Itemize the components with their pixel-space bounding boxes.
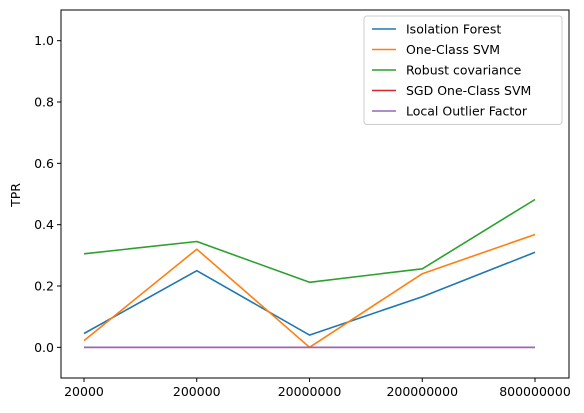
legend-entry-label: Local Outlier Factor [406, 104, 528, 119]
y-tick-label: 0.4 [34, 217, 54, 232]
y-tick-label: 0.0 [34, 340, 54, 355]
plot-frame [60, 9, 570, 379]
series-line-robust-covariance [83, 198, 536, 284]
legend-entry-label: Robust covariance [406, 63, 522, 78]
y-tick-label: 0.8 [34, 95, 54, 110]
y-axis-label: TPR [8, 183, 23, 208]
y-tick-label: 0.6 [34, 156, 54, 171]
x-tick-label: 200000000 [386, 384, 458, 399]
legend [363, 15, 563, 125]
series-line-one-class-svm [83, 233, 536, 349]
series-line-isolation-forest [83, 251, 536, 336]
x-tick-label: 20000000 [278, 384, 342, 399]
legend-entry-label: SGD One-Class SVM [406, 83, 531, 98]
x-tick-label: 20000 [64, 384, 104, 399]
legend-entry-label: One-Class SVM [406, 42, 500, 57]
y-tick-label: 0.2 [34, 279, 54, 294]
x-tick-label: 800000000 [499, 384, 571, 399]
x-tick-label: 200000 [173, 384, 221, 399]
y-tick-label: 1.0 [34, 33, 54, 48]
legend-entry-label: Isolation Forest [406, 22, 501, 37]
